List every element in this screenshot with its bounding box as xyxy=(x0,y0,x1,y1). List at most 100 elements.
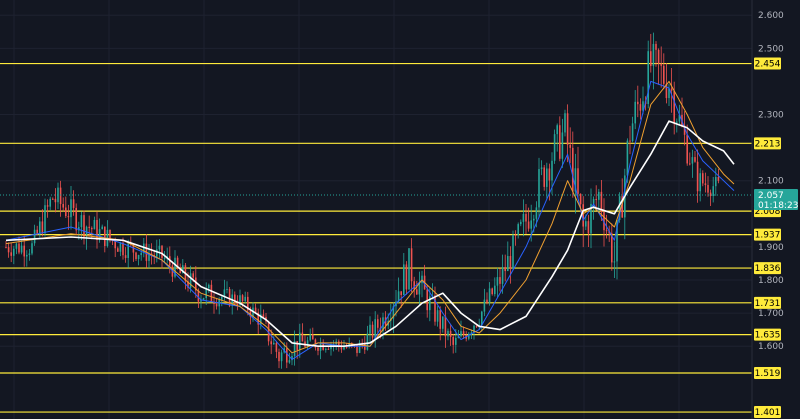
moving-averages xyxy=(5,80,735,360)
candle-body xyxy=(572,147,574,192)
candle xyxy=(694,151,696,163)
candle-body xyxy=(127,243,129,258)
candle-body xyxy=(491,288,493,295)
candle-body xyxy=(678,115,681,122)
candle-body xyxy=(26,254,28,257)
candle xyxy=(507,241,509,272)
candle-body xyxy=(582,204,584,227)
candle-body xyxy=(566,113,569,145)
level-badge xyxy=(754,296,781,309)
candle-body xyxy=(369,324,371,334)
ma-slow-line xyxy=(5,120,735,347)
candle xyxy=(405,261,408,295)
candle xyxy=(491,287,493,296)
candle-body xyxy=(244,296,246,301)
candle-body xyxy=(696,161,699,192)
candle xyxy=(582,196,584,248)
candle-body xyxy=(410,248,413,282)
candle-body xyxy=(449,330,452,337)
candle-body xyxy=(670,88,673,91)
candle-body xyxy=(553,134,556,161)
candle-body xyxy=(548,168,551,181)
candle xyxy=(400,291,402,308)
candle xyxy=(46,199,49,218)
candle-body xyxy=(15,243,18,249)
candle xyxy=(496,267,499,297)
candle-body xyxy=(293,341,296,357)
candle xyxy=(442,316,444,333)
candle-body xyxy=(104,226,106,246)
candle-body xyxy=(590,203,592,234)
candle-body xyxy=(39,221,41,234)
candle-body xyxy=(80,215,83,228)
level-badge-label: 1.519 xyxy=(755,369,781,379)
candle-body xyxy=(468,333,470,339)
candle-body xyxy=(626,140,629,176)
candle-body xyxy=(140,252,142,256)
candle xyxy=(343,339,345,351)
candle xyxy=(657,48,660,85)
candle xyxy=(75,203,77,236)
candle xyxy=(325,347,327,353)
level-badge xyxy=(754,328,781,341)
candle xyxy=(712,176,714,203)
candle xyxy=(699,168,701,202)
ma-fast-line xyxy=(5,80,735,360)
candle xyxy=(460,320,462,338)
candle xyxy=(655,41,657,67)
candle xyxy=(462,326,465,339)
candle xyxy=(293,330,296,366)
candle-body xyxy=(595,198,597,200)
candle-body xyxy=(52,198,54,200)
candle xyxy=(270,329,272,355)
level-badge-label: 2.454 xyxy=(755,60,781,70)
candle-body xyxy=(119,242,122,252)
candle xyxy=(452,333,454,354)
candle-body xyxy=(228,288,231,306)
candle xyxy=(127,239,129,268)
candle-body xyxy=(650,51,652,67)
candle xyxy=(613,241,616,278)
candle-body xyxy=(257,312,259,325)
candle-body xyxy=(483,299,486,312)
candle xyxy=(566,104,569,163)
candle-body xyxy=(158,245,161,250)
candle-body xyxy=(254,307,257,313)
candle-body xyxy=(631,123,634,142)
candle-body xyxy=(44,205,46,234)
candle xyxy=(148,243,150,269)
candle-body xyxy=(309,334,311,341)
candle xyxy=(83,210,85,245)
candle-body xyxy=(262,314,265,317)
candle xyxy=(514,230,517,246)
candle-body xyxy=(460,331,462,337)
candle xyxy=(416,280,418,295)
candle xyxy=(650,33,652,73)
candle xyxy=(559,116,561,162)
price-tick-label: 2.100 xyxy=(758,177,784,187)
candle xyxy=(621,178,623,218)
candle-body xyxy=(249,310,252,317)
candle xyxy=(689,152,691,166)
candle-body xyxy=(117,248,119,252)
price-tick-label: 1.700 xyxy=(758,309,784,319)
candle-body xyxy=(501,267,504,284)
candle-body xyxy=(413,281,415,290)
candle xyxy=(309,328,311,342)
candle-body xyxy=(197,290,200,302)
candle-body xyxy=(525,213,527,222)
candle xyxy=(631,116,634,143)
candle-body xyxy=(652,43,655,67)
candle xyxy=(161,244,163,269)
candle-body xyxy=(533,218,535,221)
candle-body xyxy=(236,302,239,306)
candle xyxy=(522,199,525,237)
candle-body xyxy=(585,221,587,227)
candle-body xyxy=(189,273,192,288)
candle-body xyxy=(83,215,85,237)
candle xyxy=(117,246,119,252)
candle xyxy=(634,90,636,130)
candle-body xyxy=(577,168,579,194)
candle-body xyxy=(88,226,90,228)
